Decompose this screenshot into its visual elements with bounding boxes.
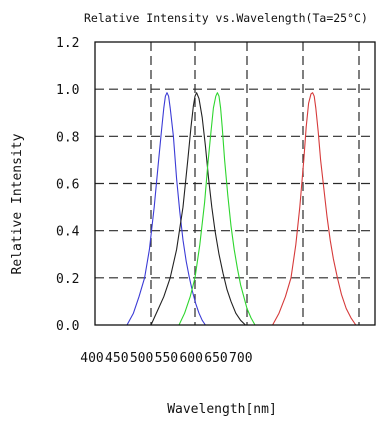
- y-tick-label: 0.2: [56, 272, 79, 287]
- series-line-4: [272, 92, 357, 326]
- series-line-2: [150, 92, 246, 326]
- y-tick-label: 0.0: [56, 319, 79, 334]
- x-tick-labels: 400 450 500 550 600 650 700: [80, 351, 252, 366]
- series-line-1: [126, 92, 206, 326]
- y-tick-label: 1.2: [56, 36, 79, 51]
- x-tick-label: 500: [130, 351, 153, 366]
- y-axis-label: Relative Intensity: [10, 133, 25, 274]
- plot-area-frame: [94, 41, 376, 326]
- y-tick-label: 0.6: [56, 178, 79, 193]
- series-line-3: [178, 92, 256, 326]
- y-tick-label: 0.8: [56, 130, 79, 145]
- x-tick-label: 400: [80, 351, 103, 366]
- x-tick-label: 600: [179, 351, 202, 366]
- x-tick-label: 650: [204, 351, 227, 366]
- x-tick-label: 700: [229, 351, 252, 366]
- y-tick-labels: 0.0 0.2 0.4 0.6 0.8 1.0 1.2: [56, 36, 80, 334]
- y-tick-label: 0.4: [56, 225, 80, 240]
- series-layer: [126, 92, 357, 326]
- x-tick-label: 550: [155, 351, 178, 366]
- x-axis-label: Wavelength[nm]: [167, 402, 277, 417]
- chart-title: Relative Intensity vs.Wavelength(Ta=25°C…: [84, 11, 368, 25]
- x-tick-label: 450: [105, 351, 128, 366]
- grid-layer: [95, 42, 375, 325]
- y-tick-label: 1.0: [56, 83, 79, 98]
